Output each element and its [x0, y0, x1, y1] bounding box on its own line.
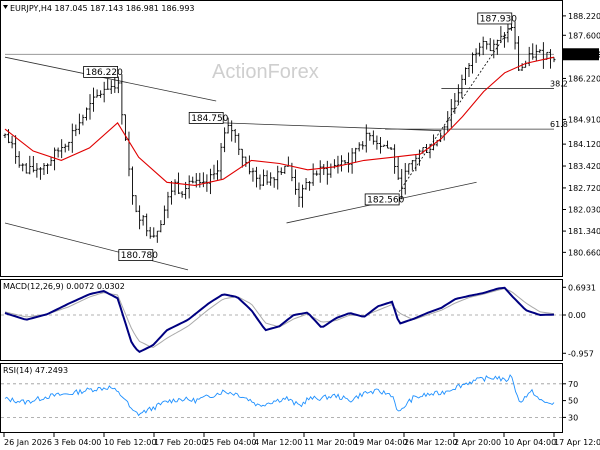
time-axis-label: 19 Mar 04:00: [354, 438, 407, 447]
price-label-text: 187.930: [480, 14, 517, 24]
time-axis-label: 25 Feb 04:00: [204, 438, 256, 447]
price-label-text: 182.560: [367, 195, 404, 205]
time-axis-label: 2 Apr 20:00: [454, 438, 501, 447]
price-label-box: [364, 193, 400, 206]
macd-title: MACD(12,26,9) 0.0072 0.0302: [3, 282, 125, 291]
rsi-axis-label: 50: [568, 397, 578, 406]
fib-level-label: 61.8: [550, 120, 568, 129]
time-axis-label: 10 Apr 04:00: [504, 438, 556, 447]
current-price-text: 186.993: [566, 50, 600, 59]
price-label-box: [188, 112, 224, 124]
rsi-panel-frame: [0, 363, 563, 433]
rsi-layer: [1, 374, 562, 418]
time-axis-label: 17 Feb 20:00: [154, 438, 206, 447]
time-axis-label: 4 Mar 12:00: [254, 438, 302, 447]
price-axis-label: 188.220: [568, 12, 600, 21]
main-chart-title: EURJPY,H4 187.045 187.143 186.981 186.99…: [10, 4, 195, 13]
macd-layer: [1, 286, 562, 353]
price-axis-label: 184.120: [568, 140, 600, 149]
price-label-box: [118, 249, 154, 262]
dropdown-triangle-icon[interactable]: [3, 5, 8, 9]
price-label-text: 184.750: [191, 114, 228, 124]
rsi-title: RSI(14) 47.2493: [3, 366, 68, 375]
price-label-box: [477, 12, 513, 25]
macd-panel-frame: [0, 279, 563, 361]
price-axis-label: 181.340: [568, 227, 600, 236]
ema-line: [4, 56, 555, 186]
time-axis-label: 26 Jan 2026: [4, 438, 52, 447]
main-panel-frame: [0, 0, 563, 277]
fib-retracement-dotted-line: [398, 25, 513, 192]
time-axis-label: 17 Apr 12:00: [554, 438, 600, 447]
price-axis-label: 180.660: [568, 248, 600, 257]
price-label-text: 180.780: [121, 251, 158, 261]
price-axis-label: 187.600: [568, 31, 600, 40]
price-axis-label: 184.910: [568, 115, 600, 124]
price-axis-label: 182.720: [568, 184, 600, 193]
price-bars-layer: [3, 18, 556, 243]
price-axis: 188.220 187.600 186.220 184.910 184.120 183.4…: [562, 12, 600, 257]
watermark-text: ActionForex: [212, 61, 319, 83]
price-label-box: [83, 66, 119, 78]
macd-signal-line: [4, 288, 555, 349]
time-axis-label: 11 Mar 20:00: [304, 438, 357, 447]
price-label-text: 186.220: [86, 68, 123, 78]
time-axis-label: 26 Mar 12:00: [404, 438, 457, 447]
macd-axis-label: 0.6931: [568, 283, 596, 292]
trendline: [4, 222, 189, 271]
rsi-line: [4, 374, 555, 417]
rsi-axis-label: 70: [568, 380, 578, 389]
macd-axis-label: -0.957: [568, 349, 594, 358]
time-axis-label: 10 Feb 12:00: [104, 438, 156, 447]
price-labels-layer: 187.930 186.220 184.750 182.560 180.780: [83, 12, 517, 262]
current-price-badge: [563, 48, 599, 61]
time-axis-label: 3 Feb 04:00: [54, 438, 101, 447]
rsi-axis: 70 50 30: [562, 380, 578, 422]
trendline: [4, 56, 217, 102]
macd-axis: 0.6931 0.00 -0.957: [562, 283, 596, 358]
macd-line: [4, 286, 555, 353]
price-axis-label: 182.030: [568, 206, 600, 215]
ema-layer: [4, 56, 555, 186]
rsi-axis-label: 30: [568, 413, 578, 422]
fib-levels-layer: 38.2 61.8: [385, 79, 568, 130]
fib-level-label: 38.2: [550, 79, 568, 88]
macd-axis-label: 0.00: [568, 311, 586, 320]
price-axis-label: 183.420: [568, 162, 600, 171]
price-axis-label: 186.220: [568, 74, 600, 83]
